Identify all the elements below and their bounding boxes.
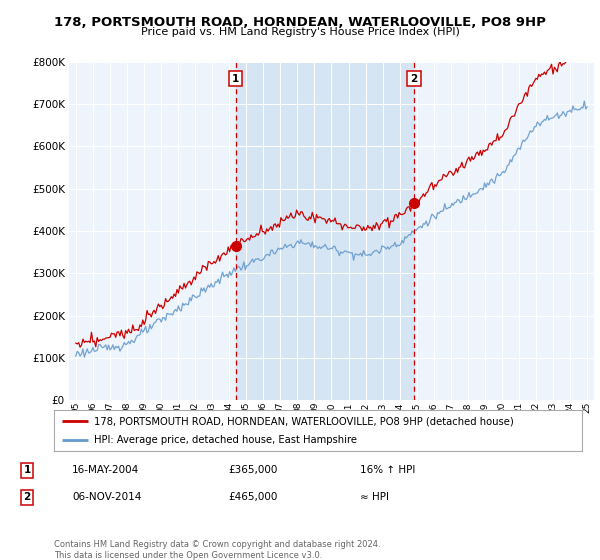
Text: £365,000: £365,000 bbox=[228, 465, 277, 475]
Text: 178, PORTSMOUTH ROAD, HORNDEAN, WATERLOOVILLE, PO8 9HP (detached house): 178, PORTSMOUTH ROAD, HORNDEAN, WATERLOO… bbox=[94, 417, 514, 426]
Text: Contains HM Land Registry data © Crown copyright and database right 2024.
This d: Contains HM Land Registry data © Crown c… bbox=[54, 540, 380, 560]
Text: 178, PORTSMOUTH ROAD, HORNDEAN, WATERLOOVILLE, PO8 9HP: 178, PORTSMOUTH ROAD, HORNDEAN, WATERLOO… bbox=[54, 16, 546, 29]
Text: 16% ↑ HPI: 16% ↑ HPI bbox=[360, 465, 415, 475]
Text: 2: 2 bbox=[23, 492, 31, 502]
Text: 06-NOV-2014: 06-NOV-2014 bbox=[72, 492, 142, 502]
Text: HPI: Average price, detached house, East Hampshire: HPI: Average price, detached house, East… bbox=[94, 435, 356, 445]
Text: 1: 1 bbox=[23, 465, 31, 475]
Text: Price paid vs. HM Land Registry's House Price Index (HPI): Price paid vs. HM Land Registry's House … bbox=[140, 27, 460, 37]
Bar bbox=[236, 62, 414, 400]
Text: £465,000: £465,000 bbox=[228, 492, 277, 502]
Text: 2: 2 bbox=[410, 73, 418, 83]
Text: ≈ HPI: ≈ HPI bbox=[360, 492, 389, 502]
Text: 1: 1 bbox=[232, 73, 239, 83]
Text: 16-MAY-2004: 16-MAY-2004 bbox=[72, 465, 139, 475]
